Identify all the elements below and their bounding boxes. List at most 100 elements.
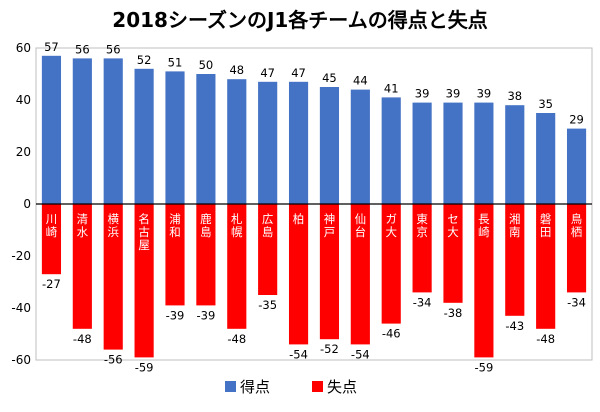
team-label-char: 長	[478, 212, 490, 226]
team-label-char: 戸	[324, 225, 336, 239]
team-label-char: 屋	[138, 238, 150, 252]
data-label-conceded: -39	[196, 308, 215, 322]
data-label-conceded: -34	[567, 295, 586, 309]
bar-conceded	[350, 204, 370, 345]
data-label-goals: 45	[322, 71, 337, 85]
team-label-char: 鳥	[571, 212, 583, 226]
bar-conceded	[72, 204, 92, 329]
data-label-goals: 47	[291, 66, 306, 80]
data-label-goals: 47	[260, 66, 275, 80]
bar-conceded	[165, 204, 185, 306]
data-label-conceded: -48	[536, 332, 555, 346]
data-label-conceded: -27	[42, 277, 61, 291]
bar-goals	[227, 79, 247, 204]
data-label-goals: 57	[44, 40, 59, 54]
team-label-char: 柏	[293, 212, 305, 226]
data-label-goals: 56	[75, 42, 90, 56]
y-tick-label: -60	[11, 353, 31, 367]
bar-conceded	[505, 204, 525, 316]
team-label-char: 崎	[478, 225, 490, 239]
data-label-conceded: -35	[258, 298, 277, 312]
team-label-char: 清	[77, 212, 89, 226]
data-label-conceded: -48	[227, 332, 246, 346]
bar-goals	[381, 97, 401, 204]
legend-label-conceded: 失点	[327, 378, 357, 396]
bar-goals	[443, 102, 463, 204]
data-label-conceded: -43	[505, 319, 524, 333]
bar-conceded	[134, 204, 154, 358]
data-label-goals: 51	[168, 55, 183, 69]
bar-goals	[165, 71, 185, 205]
team-label-char: 横	[107, 212, 119, 226]
team-label-char: 幌	[231, 225, 243, 239]
bar-conceded	[319, 204, 340, 340]
bar-goals	[350, 89, 370, 204]
y-tick-label: 60	[16, 41, 31, 55]
data-label-goals: 38	[507, 89, 522, 103]
team-label-char: 和	[169, 225, 181, 239]
data-label-conceded: -54	[351, 347, 370, 361]
bar-conceded	[536, 204, 556, 329]
data-label-goals: 48	[229, 63, 244, 77]
data-label-conceded: -39	[166, 308, 185, 322]
team-label-char: 浦	[169, 212, 181, 226]
bar-conceded	[196, 204, 216, 306]
bar-conceded	[474, 204, 494, 358]
team-label-char: 崎	[46, 225, 58, 239]
data-label-goals: 39	[415, 87, 430, 101]
bar-conceded	[566, 204, 587, 293]
bar-conceded	[227, 204, 247, 329]
team-label-char: 川	[46, 212, 58, 226]
y-tick-label: 0	[23, 197, 31, 211]
bar-conceded	[258, 204, 278, 295]
bar-goals	[474, 102, 494, 204]
team-label-char: 京	[416, 225, 428, 239]
bar-goals	[134, 68, 154, 204]
data-label-conceded: -38	[444, 306, 463, 320]
data-label-goals: 41	[384, 81, 399, 95]
bar-goals	[505, 105, 525, 204]
data-label-goals: 29	[569, 113, 584, 127]
chart-title: 2018シーズンのJ1各チームの得点と失点	[112, 8, 487, 32]
plot-area: -60 -40 -20 0 20 40 60 57 -27 川崎 56 -48 清水 56 -56 横浜 52 -…	[11, 40, 593, 374]
team-label-char: 島	[200, 225, 212, 239]
bar-goals	[319, 87, 340, 204]
team-label-char: セ	[447, 212, 459, 226]
legend-swatch-conceded	[312, 381, 323, 392]
data-label-goals: 39	[477, 87, 492, 101]
team-label-char: 札	[231, 212, 243, 226]
bar-conceded	[41, 204, 62, 275]
legend-swatch-goals	[225, 381, 236, 392]
team-label-char: 神	[324, 212, 336, 226]
team-label-char: 鹿	[200, 212, 212, 226]
team-label-char: 磐	[540, 212, 552, 226]
data-label-conceded: -59	[474, 360, 493, 374]
data-label-conceded: -59	[135, 360, 154, 374]
team-label-char: 仙	[355, 212, 367, 226]
team-label-char: 栖	[571, 225, 583, 239]
team-label-char: 東	[416, 212, 428, 226]
team-label-char: 水	[77, 225, 89, 239]
team-label-char: 田	[540, 225, 552, 239]
bar-goals	[566, 128, 587, 204]
bar-conceded	[412, 204, 432, 293]
data-label-conceded: -46	[382, 327, 401, 341]
bar-goals	[103, 58, 123, 205]
team-label-char: 台	[355, 225, 367, 239]
data-label-conceded: -54	[289, 347, 308, 361]
data-label-goals: 50	[199, 58, 214, 72]
team-label-char: 古	[138, 225, 150, 239]
y-tick-label: -20	[11, 249, 31, 263]
data-label-goals: 56	[106, 42, 121, 56]
bar-goals	[536, 113, 556, 204]
team-label-char: 名	[138, 212, 150, 226]
legend: 得点 失点	[225, 378, 357, 396]
team-label-char: 広	[262, 212, 274, 226]
team-label-char: 南	[509, 225, 521, 239]
bar-conceded	[443, 204, 463, 303]
bar-goals	[412, 102, 432, 204]
data-label-goals: 35	[538, 97, 553, 111]
data-label-conceded: -48	[73, 332, 92, 346]
team-label-char: ガ	[385, 212, 397, 226]
